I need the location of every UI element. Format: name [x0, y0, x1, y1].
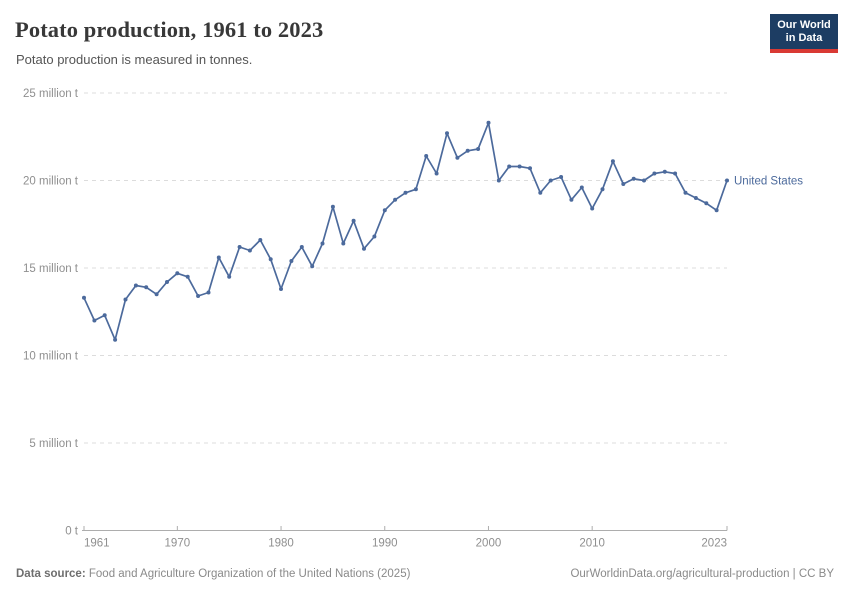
data-point[interactable]	[673, 171, 678, 176]
data-point[interactable]	[175, 271, 180, 276]
data-point[interactable]	[424, 154, 429, 158]
data-point[interactable]	[579, 185, 584, 190]
chart-footer: Data source: Food and Agriculture Organi…	[16, 568, 834, 580]
y-axis-label: 15 million t	[23, 263, 79, 275]
x-axis-label: 2000	[476, 538, 502, 550]
data-point[interactable]	[258, 238, 263, 242]
data-point[interactable]	[693, 196, 698, 200]
data-point[interactable]	[216, 255, 221, 260]
owid-logo[interactable]: Our World in Data	[770, 14, 838, 53]
data-point[interactable]	[382, 208, 387, 213]
data-point[interactable]	[445, 131, 449, 136]
data-point[interactable]	[341, 241, 346, 246]
chart-subtitle: Potato production is measured in tonnes.	[16, 52, 253, 67]
data-source-line: Data source: Food and Agriculture Organi…	[16, 568, 410, 580]
data-point[interactable]	[92, 318, 97, 323]
data-point[interactable]	[227, 274, 232, 279]
data-point[interactable]	[569, 197, 574, 202]
data-point[interactable]	[279, 287, 283, 291]
data-point[interactable]	[320, 241, 325, 246]
x-axis-label: 2023	[701, 538, 727, 550]
data-source-text: Food and Agriculture Organization of the…	[88, 568, 411, 580]
data-point[interactable]	[662, 169, 667, 174]
data-point[interactable]	[725, 178, 729, 183]
data-point[interactable]	[610, 159, 615, 164]
x-axis-label: 2010	[579, 538, 605, 550]
data-point[interactable]	[196, 294, 201, 298]
data-point[interactable]	[123, 297, 128, 302]
data-point[interactable]	[465, 148, 470, 153]
data-point[interactable]	[517, 164, 522, 169]
data-point[interactable]	[362, 246, 366, 251]
data-point[interactable]	[528, 166, 532, 171]
data-point[interactable]	[237, 245, 242, 249]
data-point[interactable]	[289, 259, 294, 263]
attribution-link[interactable]: OurWorldinData.org/agricultural-producti…	[570, 568, 834, 580]
data-point[interactable]	[600, 187, 605, 192]
x-axis-label: 1961	[84, 538, 110, 550]
y-axis-label: 25 million t	[23, 88, 79, 100]
data-point[interactable]	[714, 208, 719, 213]
x-axis-label: 1970	[165, 538, 191, 550]
y-axis-label: 5 million t	[29, 438, 78, 450]
data-point[interactable]	[548, 178, 553, 183]
data-point[interactable]	[683, 190, 688, 195]
y-axis-label: 20 million t	[23, 176, 79, 188]
data-point[interactable]	[590, 206, 595, 211]
data-point[interactable]	[247, 248, 252, 253]
data-point[interactable]	[621, 182, 626, 186]
data-point[interactable]	[330, 204, 335, 209]
data-point[interactable]	[372, 234, 377, 239]
data-source-label: Data source:	[16, 568, 86, 580]
data-point[interactable]	[165, 280, 169, 284]
y-axis-label: 10 million t	[23, 351, 79, 363]
data-point[interactable]	[154, 292, 159, 297]
series-line-united-states[interactable]	[83, 121, 728, 341]
data-point[interactable]	[133, 283, 138, 288]
data-point[interactable]	[268, 257, 273, 262]
data-point[interactable]	[559, 175, 564, 179]
data-point[interactable]	[476, 147, 481, 151]
owid-logo-line1: Our World	[777, 19, 831, 31]
x-axis-label: 1990	[372, 538, 398, 550]
data-point[interactable]	[82, 295, 86, 300]
data-point[interactable]	[413, 187, 418, 192]
data-point[interactable]	[393, 197, 398, 202]
data-point[interactable]	[507, 164, 512, 169]
chart-title: Potato production, 1961 to 2023	[15, 17, 324, 42]
data-point[interactable]	[113, 337, 118, 342]
data-point[interactable]	[631, 176, 636, 181]
data-point[interactable]	[642, 178, 646, 183]
data-point[interactable]	[455, 155, 460, 160]
data-point[interactable]	[144, 285, 149, 290]
data-point[interactable]	[704, 201, 709, 206]
data-point[interactable]	[310, 264, 315, 269]
y-axis-label: 0 t	[65, 526, 79, 538]
entity-label-united-states[interactable]: United States	[734, 176, 803, 188]
data-point[interactable]	[496, 178, 501, 183]
data-point[interactable]	[652, 171, 657, 176]
data-point[interactable]	[206, 290, 211, 295]
owid-logo-accent-bar	[770, 49, 838, 53]
data-point[interactable]	[185, 274, 190, 279]
data-point[interactable]	[351, 218, 356, 223]
data-point[interactable]	[102, 313, 107, 318]
data-point[interactable]	[434, 171, 439, 176]
data-point[interactable]	[299, 245, 304, 249]
owid-logo-line2: in Data	[785, 32, 823, 44]
x-axis-label: 1980	[268, 538, 294, 550]
data-point[interactable]	[538, 190, 543, 195]
data-point[interactable]	[486, 120, 491, 125]
data-point[interactable]	[403, 190, 408, 195]
